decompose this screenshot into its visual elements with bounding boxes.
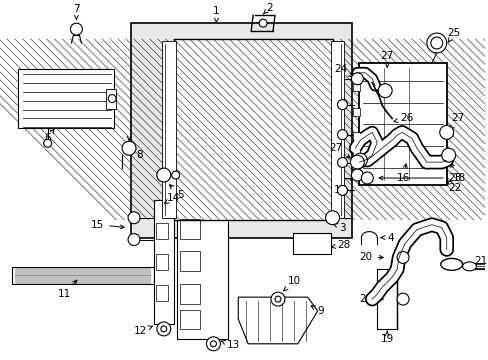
Polygon shape bbox=[238, 297, 317, 344]
Ellipse shape bbox=[440, 258, 462, 270]
Circle shape bbox=[396, 293, 408, 305]
Text: 27: 27 bbox=[449, 113, 464, 130]
Circle shape bbox=[128, 234, 140, 246]
Circle shape bbox=[337, 130, 347, 140]
Circle shape bbox=[396, 252, 408, 264]
Circle shape bbox=[274, 296, 281, 302]
Bar bbox=[179, 284, 199, 303]
Text: 28: 28 bbox=[331, 239, 350, 249]
Bar bbox=[173, 39, 332, 220]
Text: 14: 14 bbox=[164, 193, 180, 203]
Circle shape bbox=[350, 155, 364, 169]
Bar bbox=[179, 252, 199, 271]
Bar bbox=[18, 69, 114, 129]
Circle shape bbox=[337, 158, 347, 167]
Circle shape bbox=[161, 326, 166, 332]
Circle shape bbox=[337, 185, 347, 195]
Text: 3: 3 bbox=[333, 222, 346, 233]
Circle shape bbox=[361, 172, 372, 184]
Text: 4: 4 bbox=[380, 233, 393, 243]
Text: 11: 11 bbox=[58, 280, 77, 299]
Text: 8: 8 bbox=[136, 150, 142, 160]
Text: 5: 5 bbox=[169, 185, 183, 200]
Text: 27: 27 bbox=[380, 51, 393, 67]
Text: 17: 17 bbox=[333, 178, 352, 195]
Text: 24: 24 bbox=[333, 64, 352, 77]
Bar bbox=[353, 169, 360, 177]
Circle shape bbox=[108, 95, 116, 103]
Bar bbox=[353, 150, 360, 158]
Circle shape bbox=[439, 125, 453, 139]
Text: 22: 22 bbox=[446, 180, 461, 193]
Text: 18: 18 bbox=[450, 163, 465, 183]
Bar bbox=[154, 200, 173, 324]
Bar bbox=[162, 41, 175, 218]
Text: 19: 19 bbox=[380, 331, 393, 344]
Text: 1: 1 bbox=[213, 6, 219, 22]
Text: 6: 6 bbox=[44, 129, 54, 143]
Bar bbox=[353, 83, 360, 91]
Text: 9: 9 bbox=[310, 306, 324, 316]
Text: 21: 21 bbox=[468, 256, 487, 266]
Text: 23: 23 bbox=[378, 173, 461, 183]
Circle shape bbox=[430, 37, 442, 49]
Text: 15: 15 bbox=[91, 220, 124, 230]
Circle shape bbox=[337, 100, 347, 109]
Text: 10: 10 bbox=[283, 276, 301, 291]
Bar bbox=[292, 233, 330, 255]
Circle shape bbox=[70, 23, 82, 35]
Circle shape bbox=[128, 212, 140, 224]
Bar bbox=[106, 89, 116, 108]
Circle shape bbox=[325, 211, 339, 225]
Ellipse shape bbox=[462, 262, 475, 271]
Circle shape bbox=[259, 19, 266, 27]
Bar bbox=[131, 23, 352, 238]
Text: 16: 16 bbox=[396, 164, 409, 183]
Bar bbox=[359, 63, 446, 185]
Text: 13: 13 bbox=[221, 340, 239, 350]
Text: 27: 27 bbox=[328, 143, 349, 158]
Bar bbox=[353, 132, 360, 140]
Bar bbox=[156, 285, 167, 301]
Text: 20: 20 bbox=[358, 252, 371, 262]
Circle shape bbox=[441, 148, 455, 162]
Bar bbox=[179, 219, 199, 239]
Circle shape bbox=[157, 168, 170, 182]
Text: 12: 12 bbox=[133, 326, 152, 336]
Circle shape bbox=[351, 73, 363, 85]
Bar bbox=[179, 310, 199, 329]
Circle shape bbox=[377, 84, 391, 98]
Bar bbox=[176, 210, 228, 339]
Circle shape bbox=[157, 322, 170, 336]
Bar bbox=[353, 108, 360, 116]
Circle shape bbox=[122, 141, 136, 155]
Text: 26: 26 bbox=[393, 113, 412, 123]
Bar bbox=[330, 41, 344, 218]
Circle shape bbox=[43, 139, 52, 147]
Bar bbox=[173, 39, 332, 220]
Circle shape bbox=[353, 153, 366, 167]
Text: 25: 25 bbox=[447, 28, 460, 42]
Bar bbox=[12, 267, 154, 284]
Bar bbox=[156, 254, 167, 270]
Circle shape bbox=[210, 341, 216, 347]
Circle shape bbox=[351, 169, 363, 181]
Bar bbox=[156, 223, 167, 239]
Circle shape bbox=[206, 337, 220, 351]
Text: 20: 20 bbox=[358, 294, 371, 304]
Text: 7: 7 bbox=[73, 4, 80, 14]
Circle shape bbox=[270, 292, 285, 306]
Text: 2: 2 bbox=[263, 3, 272, 14]
Circle shape bbox=[171, 171, 179, 179]
Circle shape bbox=[426, 33, 446, 53]
